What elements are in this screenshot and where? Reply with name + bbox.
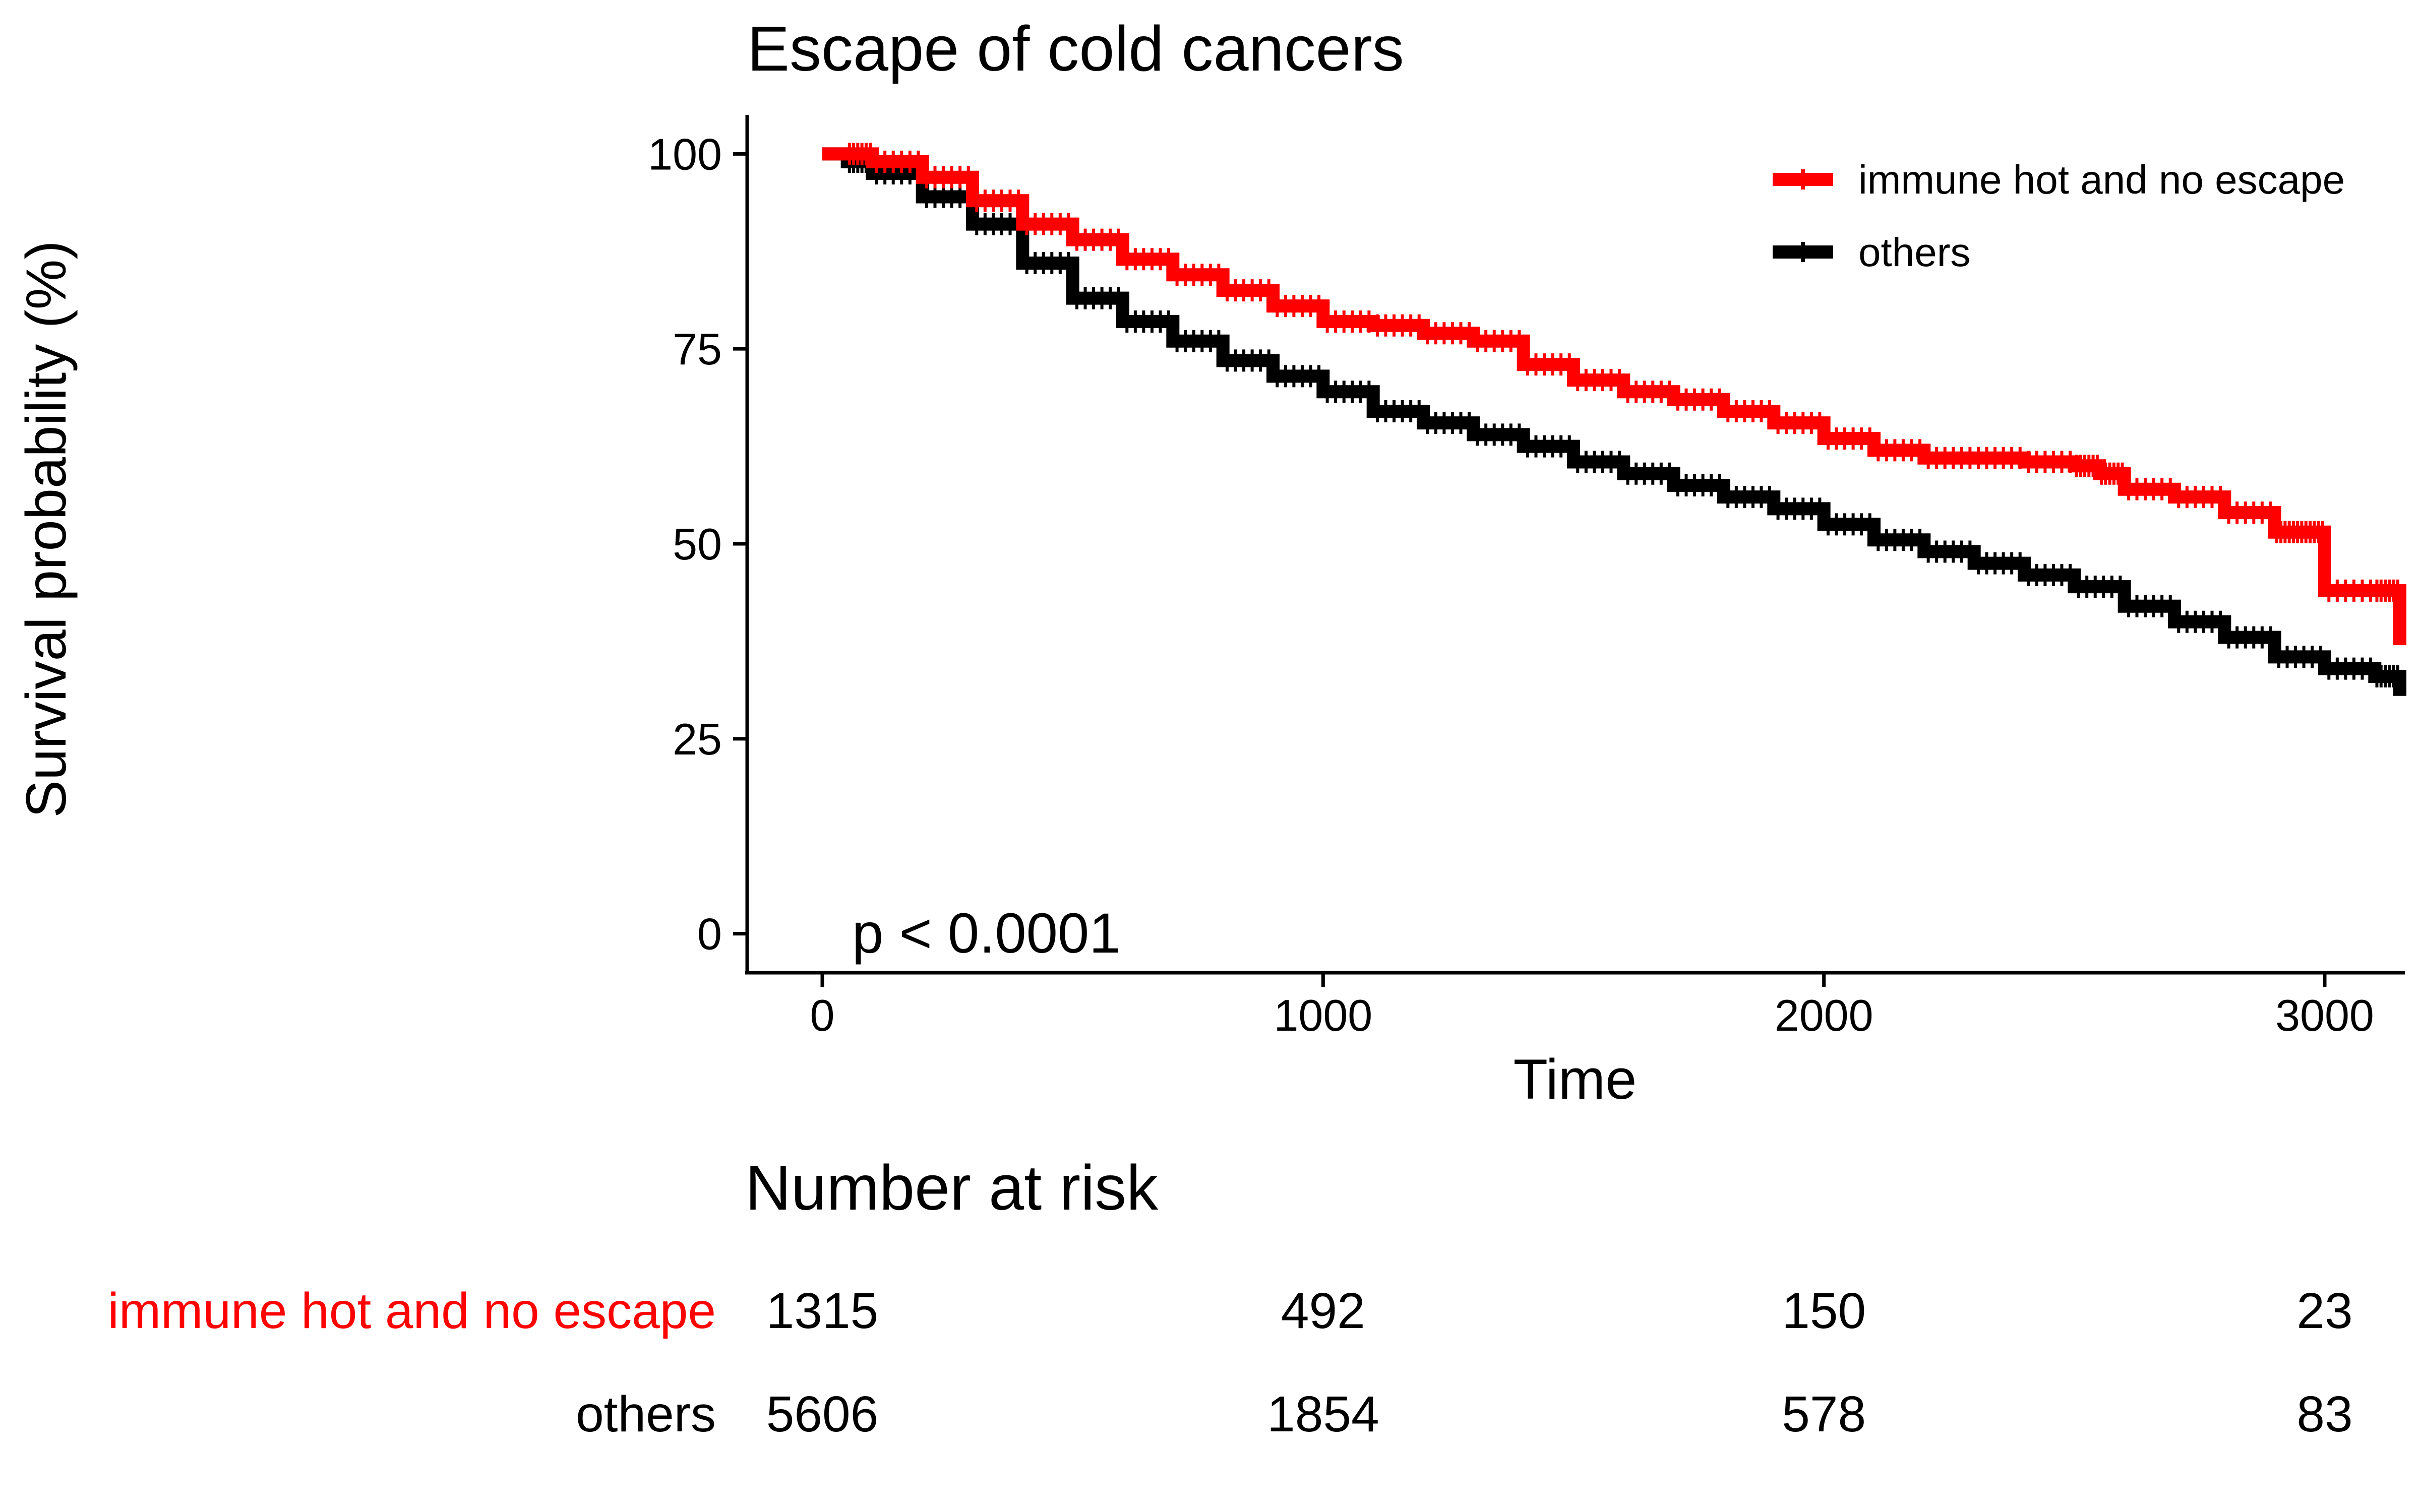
- risk-row-label: immune hot and no escape: [108, 1283, 716, 1339]
- p-value-annotation: p < 0.0001: [852, 902, 1121, 965]
- x-tick-label: 2000: [1775, 990, 1873, 1040]
- risk-value: 83: [2296, 1386, 2352, 1442]
- risk-value: 492: [1281, 1283, 1365, 1339]
- chart-title: Escape of cold cancers: [747, 13, 1404, 84]
- x-tick-label: 3000: [2275, 990, 2374, 1040]
- x-axis-ticks: 0 1000 2000 3000: [810, 973, 2374, 1040]
- x-tick-label: 0: [810, 990, 835, 1040]
- y-tick-label: 25: [673, 714, 722, 764]
- censor-marks-immune-hot: [848, 143, 2399, 602]
- risk-value: 23: [2296, 1283, 2352, 1339]
- risk-value: 1854: [1267, 1386, 1379, 1442]
- risk-value: 5606: [766, 1386, 878, 1442]
- x-axis-title: Time: [1514, 1048, 1637, 1111]
- legend: immune hot and no escape others: [1773, 157, 2345, 275]
- risk-value: 1315: [766, 1283, 878, 1339]
- curve-others: [822, 147, 2406, 696]
- y-tick-label: 75: [673, 324, 722, 374]
- y-axis-ticks: 0 25 50 75 100: [648, 129, 747, 959]
- risk-table-title: Number at risk: [745, 1152, 1159, 1223]
- risk-row-label: others: [576, 1386, 716, 1442]
- y-tick-label: 50: [673, 519, 722, 569]
- y-tick-label: 100: [648, 129, 722, 179]
- risk-table: immune hot and no escape 1315 492 150 23 othe…: [108, 1283, 2353, 1442]
- risk-value: 150: [1782, 1283, 1866, 1339]
- y-axis-title: Survival probability (%): [15, 240, 78, 817]
- legend-label-immune-hot: immune hot and no escape: [1858, 157, 2345, 202]
- legend-label-others: others: [1858, 230, 1970, 275]
- x-tick-label: 1000: [1274, 990, 1372, 1040]
- y-tick-label: 0: [697, 909, 722, 959]
- risk-value: 578: [1782, 1386, 1866, 1442]
- survival-curves: [822, 143, 2406, 696]
- curve-immune-hot: [822, 147, 2406, 646]
